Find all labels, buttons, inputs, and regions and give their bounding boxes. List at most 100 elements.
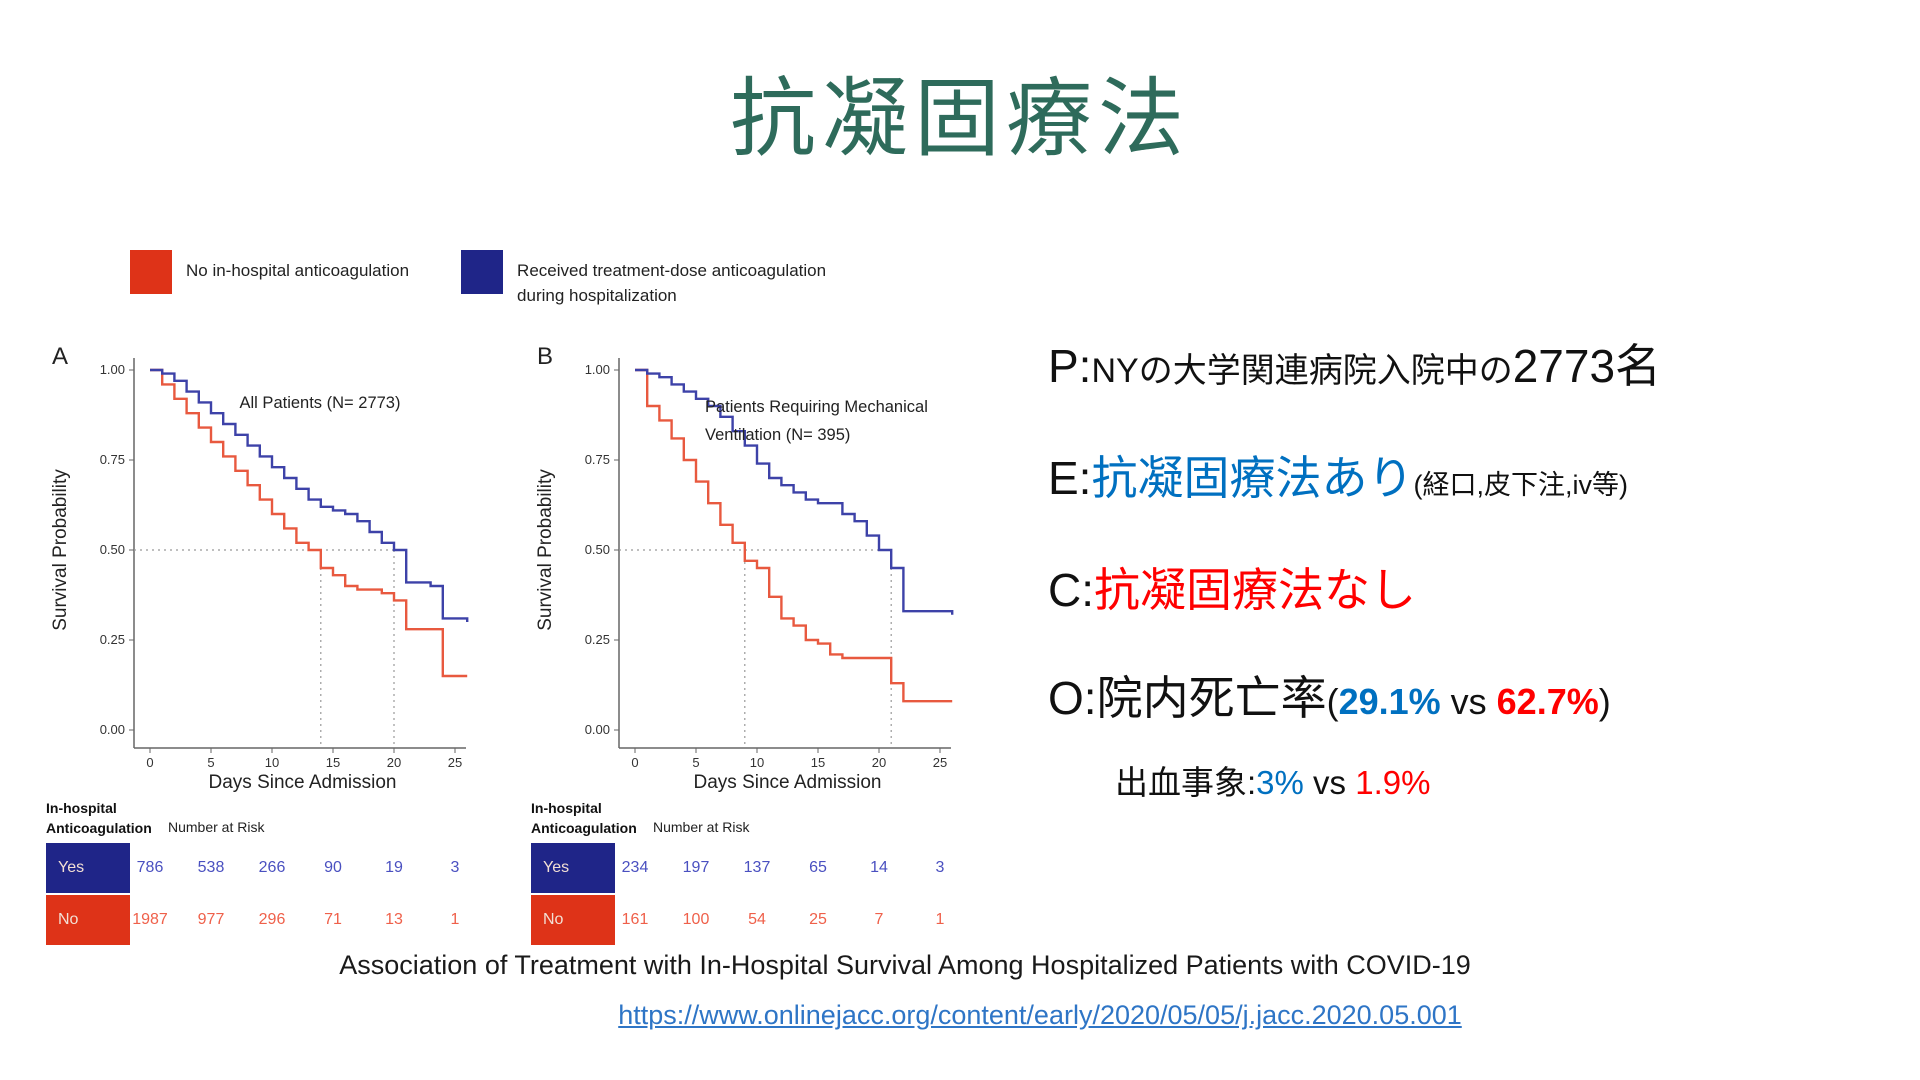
- risk-value: 197: [682, 859, 710, 876]
- risk-value: 538: [197, 859, 225, 876]
- peco-o: O:院内死亡率(29.1% vs 62.7%): [1048, 662, 1611, 728]
- legend-label-treatment-line1: Received treatment-dose anticoagulation: [517, 261, 827, 280]
- peco-e-prefix: E:: [1048, 452, 1092, 504]
- panel-label: B: [537, 343, 553, 370]
- risk-value: 13: [385, 911, 403, 928]
- risk-value: 3: [935, 859, 945, 876]
- risk-value: 19: [385, 859, 403, 876]
- risk-value: 65: [809, 859, 827, 876]
- risk-value: 71: [324, 911, 342, 928]
- y-tick-label: 0.75: [585, 452, 610, 467]
- panel-label: A: [52, 343, 68, 370]
- risk-value: 90: [324, 859, 342, 876]
- x-tick-label: 20: [387, 755, 401, 770]
- panel-annotation: Ventilation (N= 395): [705, 426, 850, 444]
- km-panel-a: A Survival Probability 1.00 0.75 0.50 0.25 0.0…: [40, 330, 470, 959]
- risk-value: 266: [258, 859, 286, 876]
- x-tick-label: 15: [811, 755, 825, 770]
- y-tick-label: 1.00: [100, 362, 125, 377]
- risk-row-label-no: No: [46, 895, 130, 945]
- risk-value: 1: [450, 911, 460, 928]
- peco-e: E:抗凝固療法あり(経口,皮下注,iv等): [1048, 442, 1628, 508]
- peco-e-main: 抗凝固療法あり: [1091, 452, 1414, 504]
- risk-value: 161: [621, 911, 649, 928]
- figure-legend: No in-hospital anticoagulation Received …: [130, 250, 826, 308]
- peco-o-control-rate: 62.7%: [1496, 681, 1599, 722]
- risk-table-title: In-hospital Anticoagulation: [46, 800, 152, 836]
- x-tick-label: 5: [207, 755, 214, 770]
- source-link[interactable]: https://www.onlinejacc.org/content/early…: [618, 1000, 1462, 1030]
- peco-c-prefix: C:: [1048, 564, 1094, 616]
- peco-o-open-paren: (: [1326, 681, 1339, 722]
- legend-label-treatment-line2: during hospitalization: [517, 285, 677, 305]
- risk-table-title: In-hospital Anticoagulation: [531, 800, 637, 836]
- x-axis-label: Days Since Admission: [209, 772, 397, 793]
- km-plot-B: B Survival Probability 1.00 0.75 0.50 0.25 0.0…: [535, 343, 954, 793]
- km-panel-b: B Survival Probability 1.00 0.75 0.50 0.25 0.0…: [525, 330, 955, 959]
- km-plot-A: A Survival Probability 1.00 0.75 0.50 0.25 0.0…: [50, 343, 469, 793]
- km-curve: [150, 368, 468, 678]
- risk-value: 137: [743, 859, 771, 876]
- risk-value: 14: [870, 859, 888, 876]
- risk-value: 7: [874, 911, 884, 928]
- risk-value: 234: [621, 859, 649, 876]
- y-axis-label: Survival Probability: [535, 469, 556, 631]
- risk-table: In-hospital Anticoagulation Number at Risk…: [525, 799, 955, 959]
- risk-value: 977: [197, 911, 225, 928]
- x-tick-label: 10: [265, 755, 279, 770]
- peco-p-prefix: P:: [1048, 340, 1092, 392]
- x-tick-label: 5: [692, 755, 699, 770]
- citation-text: Association of Treatment with In-Hospita…: [339, 950, 1471, 980]
- x-axis-label: Days Since Admission: [694, 772, 882, 793]
- x-tick-label: 20: [872, 755, 886, 770]
- peco-p: P:NYの大学関連病院入院中の2773名: [1048, 330, 1661, 396]
- x-tick-label: 10: [750, 755, 764, 770]
- panel-annotation: All Patients (N= 2773): [240, 394, 401, 412]
- panel-annotation: Patients Requiring Mechanical: [705, 398, 928, 416]
- number-at-risk-label: Number at Risk: [653, 819, 750, 835]
- x-tick-label: 0: [146, 755, 153, 770]
- risk-value: 1: [935, 911, 945, 928]
- y-tick-label: 0.75: [100, 452, 125, 467]
- y-tick-label: 1.00: [585, 362, 610, 377]
- x-tick-label: 15: [326, 755, 340, 770]
- source-url-row: https://www.onlinejacc.org/content/early…: [160, 1000, 1920, 1031]
- km-curve: [635, 368, 954, 615]
- legend-item-treatment-dose: Received treatment-dose anticoagulation …: [461, 250, 826, 308]
- legend-swatch-red: [130, 250, 172, 294]
- y-tick-label: 0.00: [585, 722, 610, 737]
- peco-c-main: 抗凝固療法なし: [1094, 564, 1416, 616]
- y-tick-label: 0.50: [585, 542, 610, 557]
- risk-value: 25: [809, 911, 827, 928]
- risk-row-label-no: No: [531, 895, 615, 945]
- x-tick-label: 25: [933, 755, 947, 770]
- x-tick-label: 25: [448, 755, 462, 770]
- peco-o-close-paren: ): [1598, 681, 1611, 722]
- risk-value: 786: [136, 859, 164, 876]
- peco-bleeding-label: 出血事象:: [1115, 764, 1257, 801]
- peco-o-prefix: O:: [1048, 672, 1097, 724]
- y-tick-label: 0.25: [585, 632, 610, 647]
- legend-item-no-anticoagulation: No in-hospital anticoagulation: [130, 250, 409, 294]
- risk-value: 1987: [132, 911, 168, 928]
- risk-value: 54: [748, 911, 766, 928]
- risk-row-label-yes: Yes: [531, 843, 615, 893]
- risk-value: 3: [450, 859, 460, 876]
- risk-value: 100: [682, 911, 710, 928]
- peco-o-vs: vs: [1440, 681, 1497, 722]
- legend-swatch-blue: [461, 250, 504, 294]
- peco-o-exposure-rate: 29.1%: [1338, 681, 1441, 722]
- y-axis-label: Survival Probability: [50, 469, 71, 631]
- peco-bleeding-vs: vs: [1303, 764, 1356, 801]
- peco-c: C:抗凝固療法なし: [1048, 554, 1416, 620]
- risk-table: In-hospital Anticoagulation Number at Risk…: [40, 799, 470, 959]
- risk-row-label-yes: Yes: [46, 843, 130, 893]
- peco-bleeding-exposure-rate: 3%: [1256, 764, 1304, 801]
- peco-e-note: (経口,皮下注,iv等): [1413, 470, 1628, 500]
- y-tick-label: 0.50: [100, 542, 125, 557]
- peco-p-count: 2773名: [1512, 340, 1662, 392]
- risk-value: 296: [258, 911, 286, 928]
- y-tick-label: 0.25: [100, 632, 125, 647]
- peco-o-main: 院内死亡率: [1096, 672, 1327, 724]
